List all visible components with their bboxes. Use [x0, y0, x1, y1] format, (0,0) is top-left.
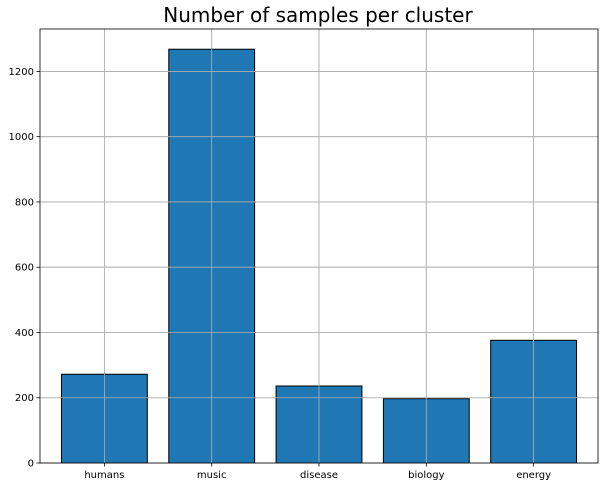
- y-tick-label: 200: [15, 393, 34, 404]
- x-tick-label-energy: energy: [516, 470, 551, 481]
- y-tick-label: 1200: [9, 67, 34, 78]
- plot-frame: [39, 28, 599, 464]
- axes: [36, 28, 599, 467]
- x-tick-label-biology: biology: [408, 470, 444, 481]
- y-tick-labels: 0 200 400 600 800 1000 1200: [9, 67, 34, 470]
- grid-lines-overlay: [40, 29, 598, 464]
- x-tick-labels: humans music disease biology energy: [84, 470, 551, 481]
- y-tick-label: 1000: [9, 132, 34, 143]
- y-tick-label: 600: [15, 263, 34, 274]
- x-tick-label-music: music: [197, 470, 227, 481]
- y-tick-label: 0: [28, 459, 34, 470]
- chart-title: Number of samples per cluster: [163, 3, 473, 27]
- y-tick-label: 400: [15, 328, 34, 339]
- x-tick-label-disease: disease: [300, 470, 338, 481]
- x-tick-label-humans: humans: [84, 470, 124, 481]
- y-tick-label: 800: [15, 197, 34, 208]
